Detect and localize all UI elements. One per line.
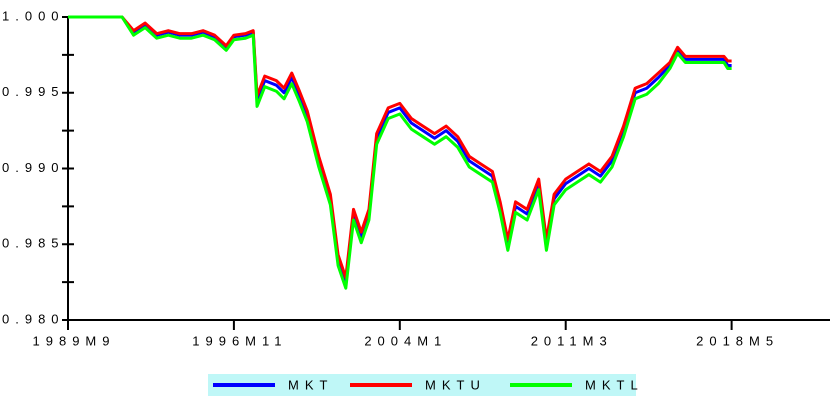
x-tick-label: 2018M5 — [696, 333, 779, 348]
y-tick-label: 1.000 — [2, 8, 65, 23]
y-tick-label: 0.980 — [2, 311, 65, 326]
series-line — [68, 15, 732, 290]
x-tick-label: 2011M3 — [531, 333, 613, 348]
series-line — [68, 15, 732, 280]
legend-label: MKTU — [425, 377, 486, 392]
x-tick-label: 1996M11 — [192, 333, 287, 348]
x-tick-label: 1989M9 — [33, 333, 116, 348]
y-tick-label: 0.995 — [2, 84, 65, 99]
x-tick-label: 2004M1 — [364, 333, 447, 348]
y-tick-label: 0.985 — [2, 236, 65, 251]
legend-label: MKTL — [585, 377, 644, 392]
series-line — [68, 15, 732, 284]
legend-label: MKT — [288, 377, 333, 392]
legend-background — [208, 374, 636, 396]
y-tick-label: 0.990 — [2, 160, 65, 175]
